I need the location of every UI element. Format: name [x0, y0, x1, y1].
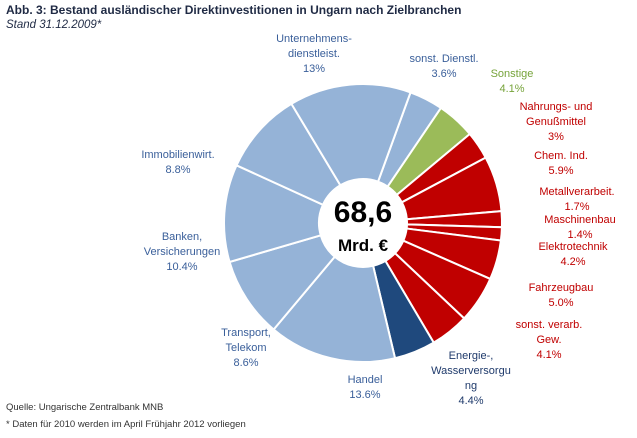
slice-label-9: Energie-, Wasserversorgu ng 4.4% — [431, 350, 511, 407]
donut-hole — [318, 178, 408, 268]
slice-label-3: Chem. Ind. 5.9% — [534, 150, 588, 177]
footnote: * Daten für 2010 werden im April Frühjah… — [6, 419, 246, 430]
slice-label-13: Immobilienwirt. 8.8% — [141, 149, 214, 176]
slice-label-5: Maschinenbau 1.4% — [544, 214, 616, 241]
source-note: Quelle: Ungarische Zentralbank MNB — [6, 402, 164, 413]
slice-label-12: Banken, Versicherungen 10.4% — [144, 231, 220, 273]
slice-label-10: Handel 13.6% — [348, 374, 383, 401]
center-unit: Mrd. € — [338, 236, 389, 255]
slice-label-8: sonst. verarb. Gew. 4.1% — [516, 319, 583, 361]
slice-label-7: Fahrzeugbau 5.0% — [529, 282, 594, 309]
slice-label-14: Unternehmens-dienstleist. 13% — [276, 33, 352, 75]
center-value: 68,6 — [334, 196, 392, 229]
chart-subtitle: Stand 31.12.2009* — [6, 19, 102, 31]
slice-label-1: Sonstige 4.1% — [491, 68, 534, 95]
slice-label-6: Elektrotechnik 4.2% — [538, 241, 608, 268]
chart-title: Abb. 3: Bestand ausländischer Direktinve… — [6, 3, 462, 17]
slice-label-2: Nahrungs- und Genußmittel 3% — [520, 101, 593, 143]
slice-label-11: Transport, Telekom 8.6% — [221, 327, 271, 369]
slice-label-4: Metallverarbeit. 1.7% — [539, 186, 614, 213]
slice-label-0: sonst. Dienstl. 3.6% — [409, 53, 478, 80]
